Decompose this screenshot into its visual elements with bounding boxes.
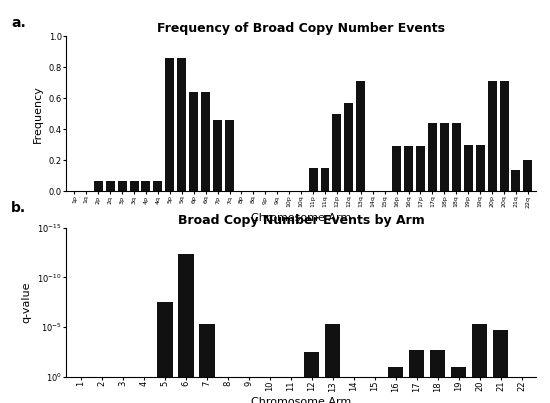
- Bar: [488, 81, 497, 191]
- Bar: [213, 120, 222, 191]
- Bar: [452, 123, 461, 191]
- Bar: [332, 114, 342, 191]
- Bar: [177, 58, 186, 191]
- Bar: [309, 168, 317, 191]
- Y-axis label: q-value: q-value: [21, 282, 31, 323]
- Bar: [440, 123, 449, 191]
- Bar: [356, 81, 365, 191]
- Y-axis label: Frequency: Frequency: [33, 85, 43, 143]
- Bar: [199, 324, 214, 403]
- Bar: [404, 146, 413, 191]
- X-axis label: Chromosome Arm: Chromosome Arm: [251, 213, 351, 223]
- Bar: [189, 92, 198, 191]
- Bar: [524, 160, 532, 191]
- Bar: [178, 253, 194, 403]
- Title: Frequency of Broad Copy Number Events: Frequency of Broad Copy Number Events: [157, 22, 445, 35]
- Text: b.: b.: [11, 202, 26, 216]
- Bar: [106, 181, 114, 191]
- Title: Broad Copy Number Events by Arm: Broad Copy Number Events by Arm: [178, 214, 425, 226]
- X-axis label: Chromosome Arm: Chromosome Arm: [251, 397, 351, 403]
- Bar: [201, 92, 210, 191]
- Bar: [166, 58, 174, 191]
- Bar: [225, 120, 234, 191]
- Bar: [409, 350, 425, 403]
- Bar: [428, 123, 437, 191]
- Bar: [118, 181, 127, 191]
- Bar: [141, 181, 151, 191]
- Bar: [321, 168, 329, 191]
- Text: a.: a.: [11, 16, 26, 30]
- Bar: [94, 181, 103, 191]
- Bar: [416, 146, 425, 191]
- Bar: [304, 352, 320, 402]
- Bar: [499, 81, 509, 191]
- Bar: [464, 145, 472, 191]
- Bar: [472, 324, 487, 403]
- Bar: [153, 181, 162, 191]
- Bar: [344, 103, 353, 191]
- Bar: [450, 367, 466, 387]
- Bar: [130, 181, 139, 191]
- Bar: [430, 350, 446, 403]
- Bar: [512, 170, 520, 191]
- Bar: [324, 324, 340, 403]
- Bar: [388, 367, 404, 387]
- Bar: [392, 146, 401, 191]
- Bar: [476, 145, 485, 191]
- Bar: [493, 330, 508, 403]
- Bar: [157, 302, 173, 403]
